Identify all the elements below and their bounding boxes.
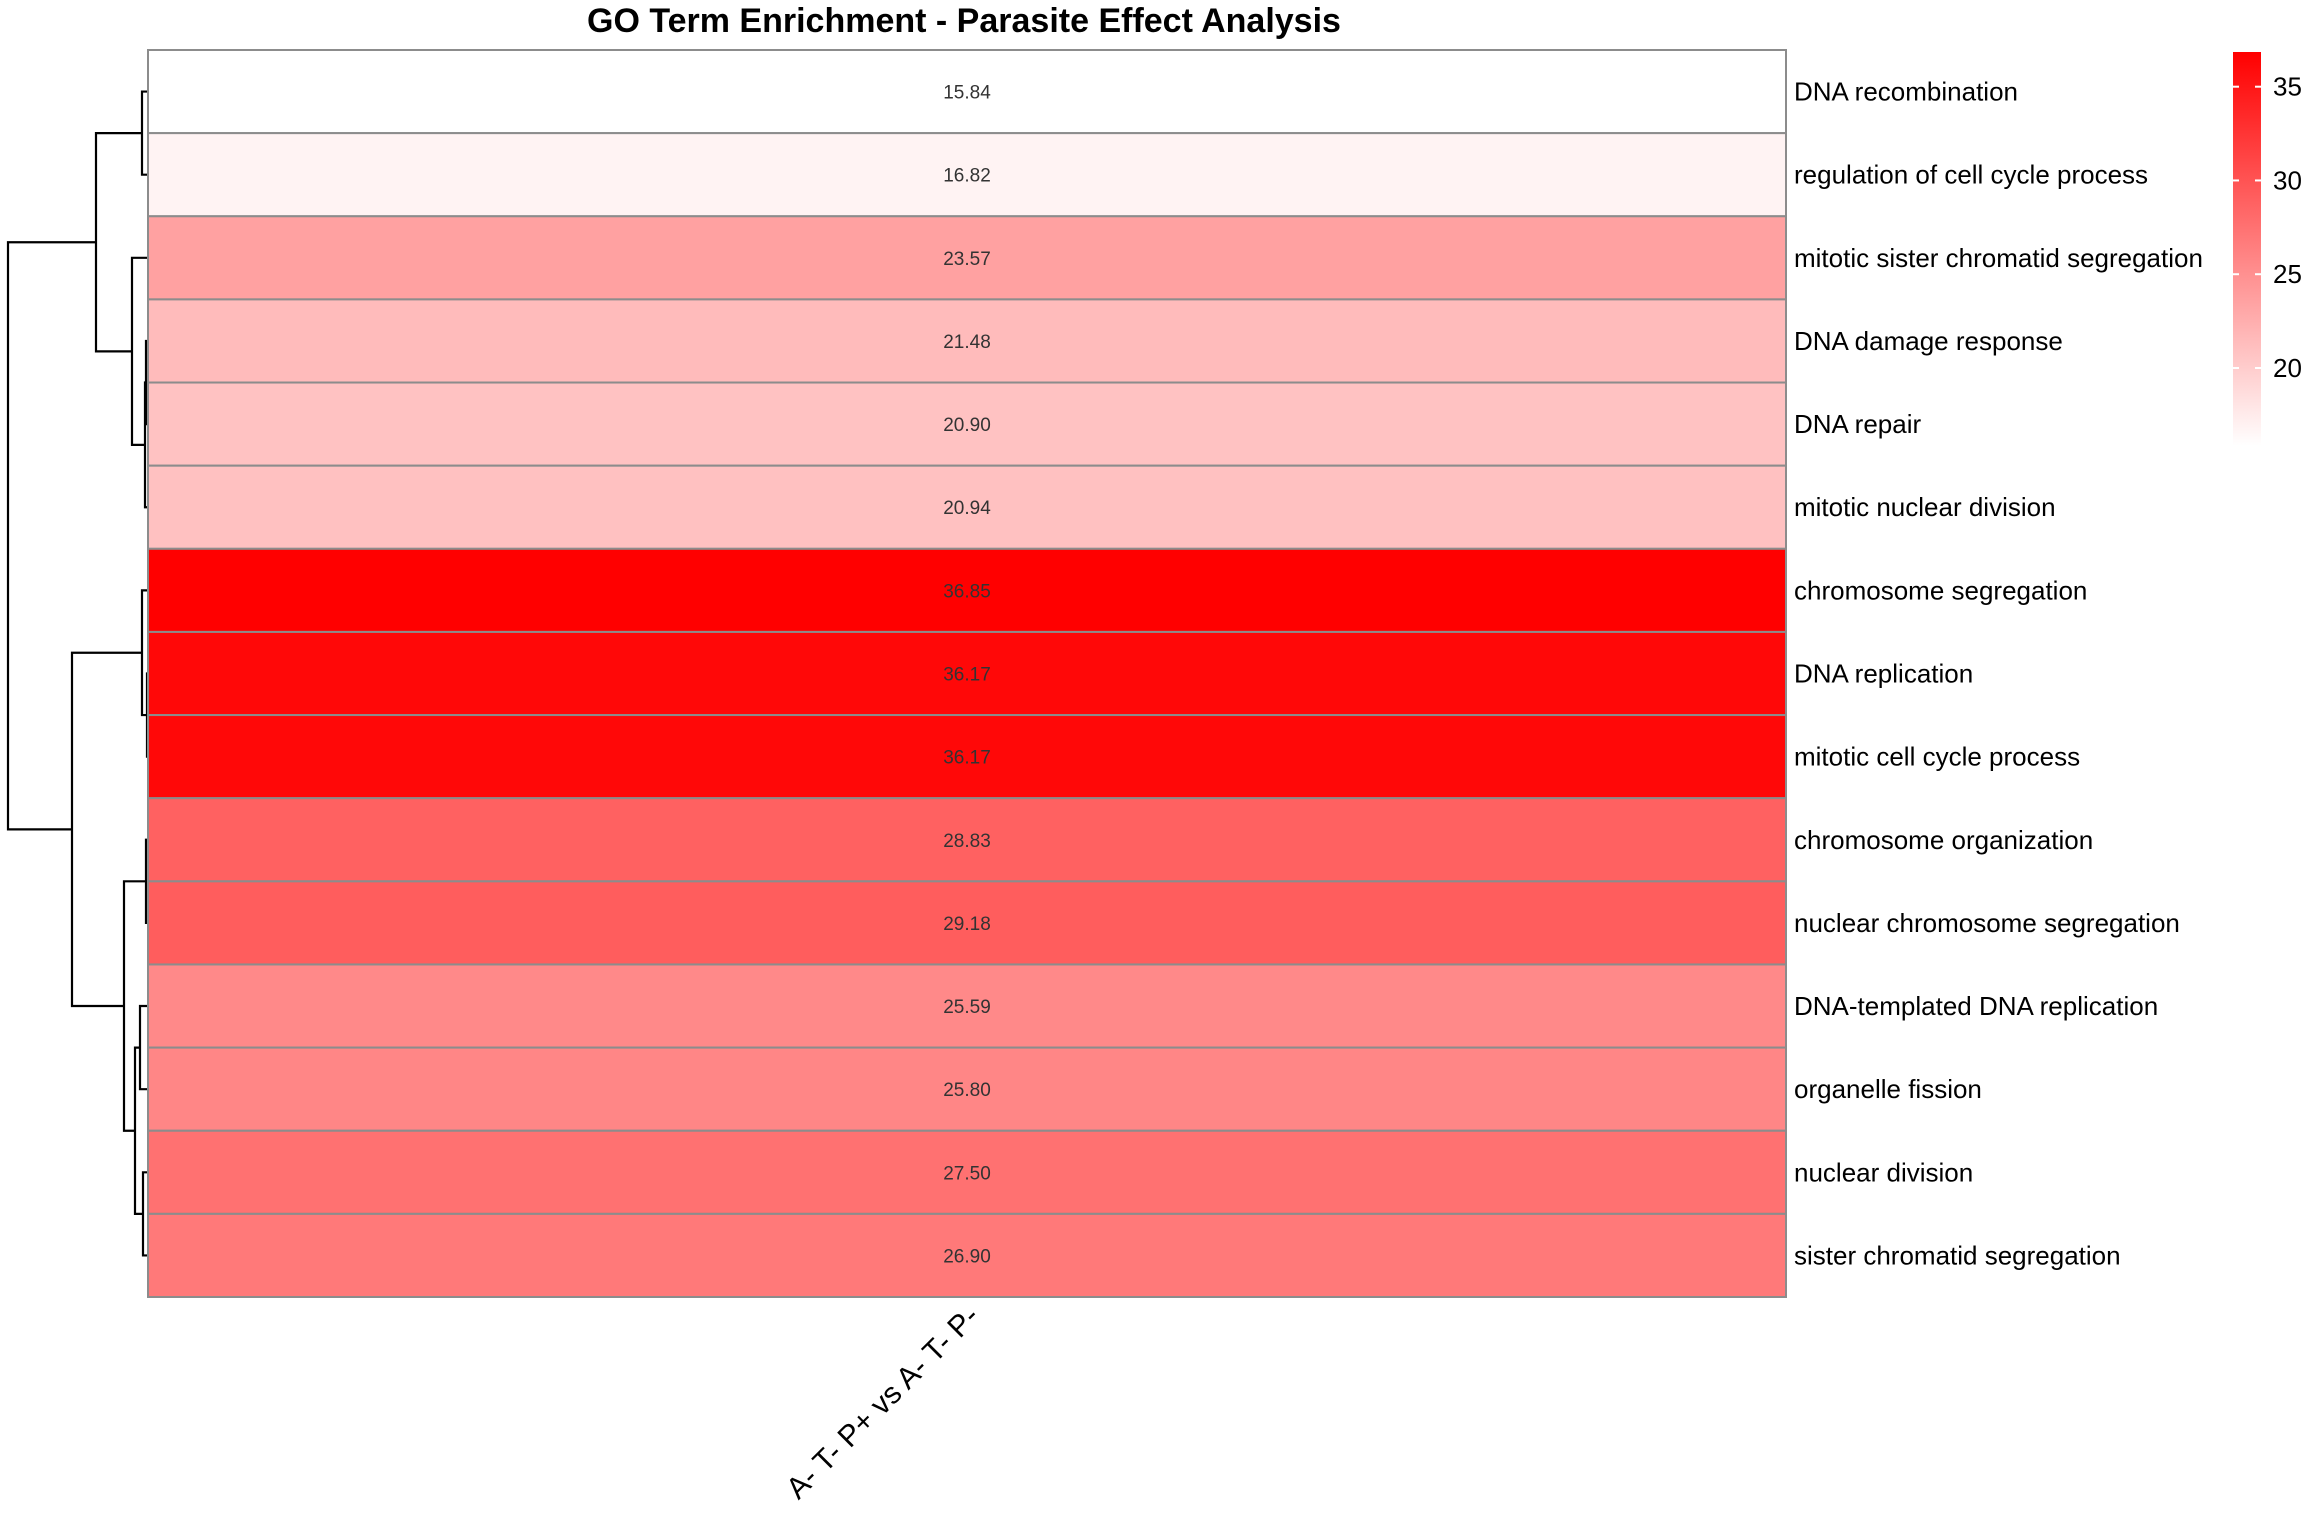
heatmap-cell xyxy=(147,132,1787,218)
legend-tick-label: 25 xyxy=(2273,259,2302,289)
heatmap-cell xyxy=(147,797,1787,883)
cell-value-label: 23.57 xyxy=(943,249,991,270)
dendrogram-branch xyxy=(94,132,142,353)
cell-value-label: 21.48 xyxy=(943,332,991,353)
row-labels: DNA recombination regulation of cell cycl… xyxy=(1794,77,2203,1271)
row-label: nuclear chromosome segregation xyxy=(1794,908,2180,938)
dendrogram-branch xyxy=(138,1004,148,1091)
row-label: sister chromatid segregation xyxy=(1794,1240,2121,1270)
heatmap-cell xyxy=(147,630,1787,717)
column-label: A- T- P+ vs A- T- P- xyxy=(780,1300,986,1506)
dendrogram-branch xyxy=(70,651,142,1008)
heatmap-cell xyxy=(147,963,1787,1049)
row-label: DNA replication xyxy=(1794,659,1973,689)
cell-value-label: 27.50 xyxy=(943,1163,991,1184)
legend-tick-label: 35 xyxy=(2273,72,2302,102)
cell-value-label: 20.90 xyxy=(943,415,991,436)
cell-value-labels: 15.84 16.82 23.57 21.48 20.90 20.94 36.85 36.17… xyxy=(943,83,991,1268)
heatmap-cell xyxy=(147,1046,1787,1132)
row-label: DNA recombination xyxy=(1794,77,2018,107)
cell-value-label: 20.94 xyxy=(943,498,991,519)
row-label: DNA-templated DNA replication xyxy=(1794,991,2158,1021)
row-label: chromosome organization xyxy=(1794,825,2093,855)
heatmap-cell xyxy=(147,714,1787,800)
row-label: mitotic sister chromatid segregation xyxy=(1794,243,2203,273)
heatmap-cell xyxy=(147,547,1787,633)
color-legend: 20 25 30 35 xyxy=(2233,52,2302,446)
cell-value-label: 25.80 xyxy=(943,1080,991,1101)
row-label: mitotic nuclear division xyxy=(1794,492,2056,522)
cell-value-label: 29.18 xyxy=(943,914,991,935)
row-label: DNA repair xyxy=(1794,409,1921,439)
row-label: mitotic cell cycle process xyxy=(1794,742,2080,772)
dendrogram-branch xyxy=(6,241,96,831)
heatmap-cell xyxy=(147,381,1787,467)
row-label: organelle fission xyxy=(1794,1074,1982,1104)
chart-title: GO Term Enrichment - Parasite Effect Ana… xyxy=(587,2,1341,40)
cell-value-label: 25.59 xyxy=(943,997,991,1018)
heatmap-cell xyxy=(147,1212,1787,1299)
cell-value-label: 26.90 xyxy=(943,1246,991,1267)
legend-color-bar xyxy=(2233,52,2261,446)
heatmap-cell xyxy=(147,49,1787,135)
heatmap-cell xyxy=(147,880,1787,966)
heatmap-cells xyxy=(147,49,1787,1299)
row-label: regulation of cell cycle process xyxy=(1794,160,2148,190)
cell-value-label: 36.85 xyxy=(943,581,991,602)
cell-value-label: 15.84 xyxy=(943,83,991,104)
heatmap-cell xyxy=(147,298,1787,384)
heatmap-cell xyxy=(147,464,1787,550)
row-label: DNA damage response xyxy=(1794,326,2063,356)
legend-tick-label: 30 xyxy=(2273,165,2302,195)
column-labels: A- T- P+ vs A- T- P- xyxy=(780,1300,986,1506)
row-label: nuclear division xyxy=(1794,1157,1973,1187)
row-dendrogram xyxy=(6,90,149,1257)
legend-tick-label: 20 xyxy=(2273,353,2302,383)
cell-value-label: 28.83 xyxy=(943,831,991,852)
cell-value-label: 36.17 xyxy=(943,665,991,686)
cell-value-label: 36.17 xyxy=(943,748,991,769)
row-label: chromosome segregation xyxy=(1794,575,2087,605)
cell-value-label: 16.82 xyxy=(943,166,991,187)
heatmap-cell xyxy=(147,1129,1787,1215)
